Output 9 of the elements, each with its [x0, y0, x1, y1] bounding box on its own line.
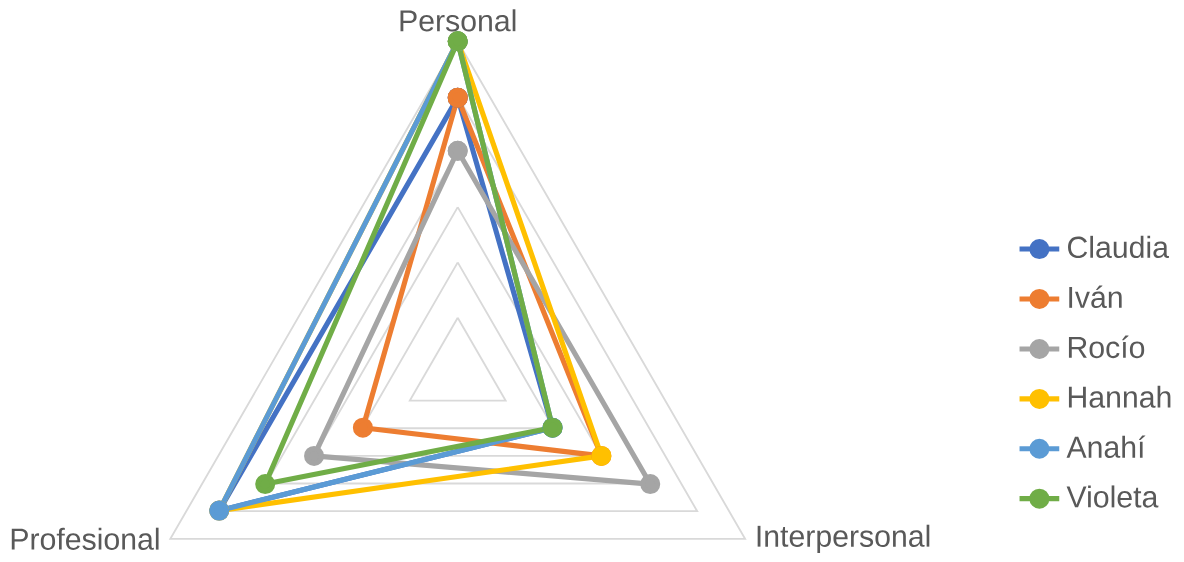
- legend-label: Iván: [1069, 285, 1122, 308]
- legend-label: Hannah: [1068, 385, 1171, 408]
- spoke-label: Personal: [400, 9, 516, 32]
- legend-label: Claudia: [1068, 235, 1169, 258]
- legend-label: Rocío: [1068, 335, 1145, 359]
- legend-label: Violeta: [1066, 485, 1159, 508]
- spoke-label: Profesional: [11, 527, 159, 550]
- legend-label: Anahí: [1066, 435, 1146, 458]
- spoke-label: Interpersonal: [757, 524, 930, 553]
